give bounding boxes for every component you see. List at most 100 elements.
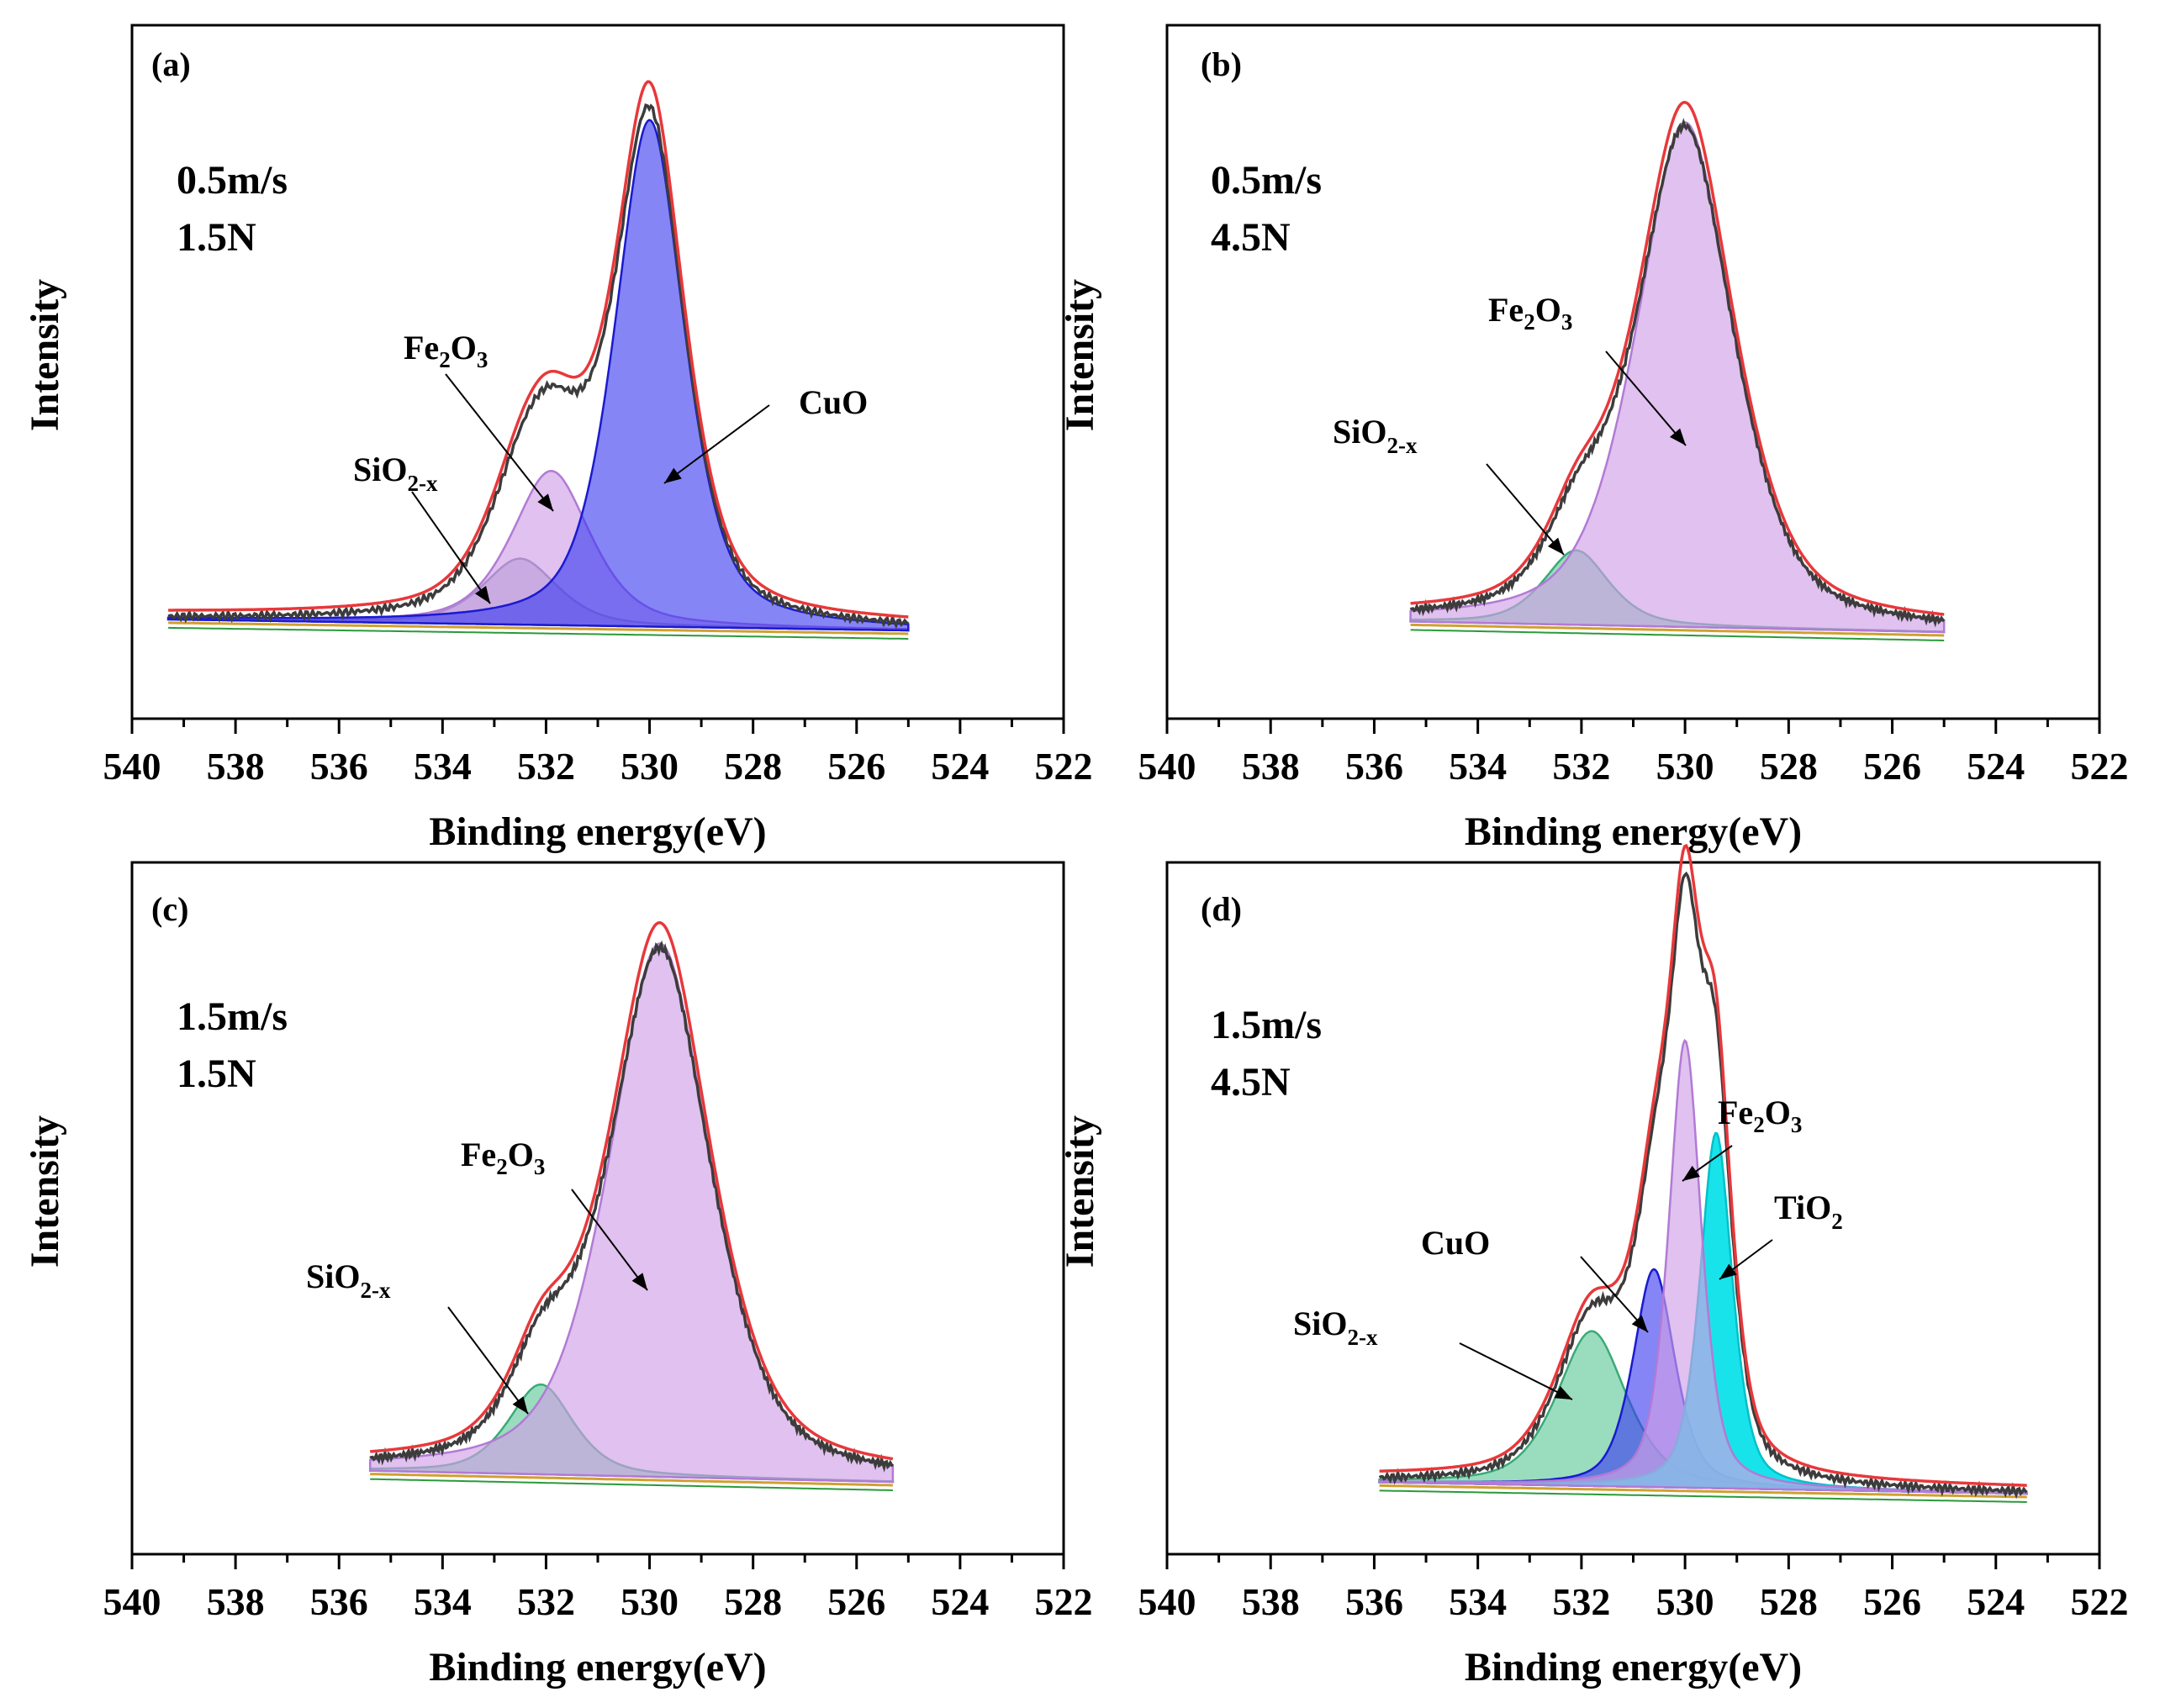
- annotation-fe2o3: Fe2O3: [461, 1136, 545, 1179]
- x-tick-label: 534: [414, 1580, 472, 1623]
- residual-line: [168, 626, 909, 640]
- load-label: 1.5N: [177, 1052, 256, 1096]
- speed-label: 1.5m/s: [177, 994, 288, 1039]
- annotation-arrow: [1486, 463, 1565, 556]
- annotation-arrow: [1580, 1256, 1649, 1333]
- raw-spectrum-line: [369, 940, 895, 1473]
- annotation-arrowhead: [1631, 1315, 1648, 1332]
- background-line: [1410, 623, 1945, 637]
- annotation-sio2-x: SiO2-x: [306, 1257, 391, 1303]
- annotation-arrow: [411, 491, 491, 604]
- x-axis-title: Binding energy(eV): [429, 1645, 766, 1690]
- x-tick-label: 526: [827, 745, 885, 788]
- annotation-arrowhead: [631, 1273, 647, 1290]
- panel-label: (c): [151, 890, 188, 928]
- annotation-arrow: [447, 1306, 529, 1415]
- annotation-arrowhead: [1554, 1385, 1572, 1400]
- annotation-sio2-x: SiO2-x: [1293, 1305, 1378, 1350]
- x-tick-label: 522: [1035, 745, 1093, 788]
- panel-label: (d): [1201, 890, 1242, 928]
- x-tick-label: 538: [1242, 1580, 1300, 1623]
- annotation-arrowhead: [1719, 1263, 1737, 1279]
- annotation-fe2o3: Fe2O3: [404, 329, 488, 372]
- speed-label: 0.5m/s: [1211, 158, 1322, 203]
- raw-spectrum-line: [1378, 871, 2028, 1500]
- annotation-arrowhead: [512, 1396, 528, 1414]
- annotation-fe2o3: Fe2O3: [1718, 1094, 1802, 1137]
- annotation-arrowhead: [474, 586, 490, 604]
- x-tick-label: 522: [2071, 1580, 2129, 1623]
- panel-b: 540 538 536 534 532 530 528 526 524 522 Binding en…: [1058, 24, 2129, 854]
- annotation-sio2-x: SiO2-x: [353, 451, 438, 496]
- fit-envelope-line: [168, 80, 909, 619]
- background-line: [1379, 1484, 2027, 1499]
- x-tick-label: 536: [1345, 1580, 1403, 1623]
- x-tick-label: 534: [414, 745, 472, 788]
- annotation-fe2o3: Fe2O3: [1488, 291, 1572, 335]
- component-peak-fe2o3: [1409, 121, 1946, 634]
- fit-envelope-line: [1379, 843, 2027, 1487]
- background-line: [168, 621, 909, 635]
- annotation-sio2-x: SiO2-x: [1333, 413, 1418, 458]
- x-tick-label: 532: [1552, 1580, 1610, 1623]
- x-tick-label: 526: [1863, 1580, 1921, 1623]
- residual-line: [1379, 1489, 2027, 1503]
- residual-line: [370, 1478, 893, 1491]
- x-tick-label: 538: [207, 745, 265, 788]
- annotation-arrowhead: [664, 467, 682, 483]
- x-tick-label: 528: [724, 1580, 782, 1623]
- x-tick-label: 540: [103, 745, 161, 788]
- x-tick-label: 524: [931, 745, 989, 788]
- x-axis: 540 538 536 534 532 530 528 526 524 522: [103, 719, 1093, 788]
- x-tick-label: 528: [1760, 1580, 1818, 1623]
- annotation-cuo: CuO: [799, 383, 868, 421]
- x-tick-label: 524: [931, 1580, 989, 1623]
- x-tick-label: 534: [1449, 1580, 1507, 1623]
- panel-label: (b): [1201, 45, 1242, 83]
- annotation-arrow: [445, 373, 554, 512]
- x-axis: 540 538 536 534 532 530 528 526 524 522: [1138, 719, 2129, 788]
- x-tick-label: 536: [1345, 745, 1403, 788]
- x-tick-label: 532: [517, 745, 575, 788]
- raw-spectrum-line: [167, 103, 910, 630]
- x-tick-label: 538: [207, 1580, 265, 1623]
- x-tick-label: 538: [1242, 745, 1300, 788]
- x-axis: 540 538 536 534 532 530 528 526 524 522: [1138, 1554, 2129, 1623]
- y-axis-title: Intensity: [1058, 279, 1102, 431]
- annotation-arrow: [1459, 1342, 1573, 1400]
- speed-label: 1.5m/s: [1211, 1003, 1322, 1047]
- raw-spectrum-line: [1409, 118, 1946, 628]
- x-tick-label: 530: [1656, 1580, 1714, 1623]
- x-tick-label: 522: [1035, 1580, 1093, 1623]
- annotation-arrow: [571, 1189, 648, 1291]
- x-tick-label: 532: [517, 1580, 575, 1623]
- component-peak-fe2o3: [368, 942, 895, 1484]
- panel-c: 540 538 536 534 532 530 528 526 524 522 Binding en…: [23, 861, 1093, 1690]
- x-tick-label: 536: [310, 1580, 368, 1623]
- annotation-arrow: [1605, 351, 1687, 446]
- x-tick-label: 522: [2071, 745, 2129, 788]
- x-tick-label: 524: [1967, 1580, 2025, 1623]
- load-label: 4.5N: [1211, 1060, 1291, 1104]
- speed-label: 0.5m/s: [177, 158, 288, 203]
- x-tick-label: 528: [724, 745, 782, 788]
- x-tick-label: 530: [1656, 745, 1714, 788]
- component-peak-fe2o3: [1378, 1038, 2028, 1495]
- annotation-arrowhead: [537, 493, 553, 511]
- y-axis-title: Intensity: [1058, 1115, 1102, 1268]
- x-tick-label: 528: [1760, 745, 1818, 788]
- y-axis-title: Intensity: [23, 1115, 67, 1268]
- x-tick-label: 530: [621, 745, 679, 788]
- x-axis-title: Binding energy(eV): [1465, 809, 1802, 854]
- panel-d: 540 538 536 534 532 530 528 526 524 522 Binding en…: [1058, 843, 2129, 1690]
- x-axis: 540 538 536 534 532 530 528 526 524 522: [103, 1554, 1093, 1623]
- load-label: 1.5N: [177, 215, 256, 260]
- annotation-cuo: CuO: [1421, 1224, 1490, 1262]
- x-tick-label: 540: [1138, 1580, 1196, 1623]
- background-line: [370, 1473, 893, 1487]
- annotation-arrowhead: [1669, 428, 1686, 445]
- panel-label: (a): [151, 45, 191, 83]
- x-tick-label: 540: [103, 1580, 161, 1623]
- x-tick-label: 532: [1552, 745, 1610, 788]
- load-label: 4.5N: [1211, 215, 1291, 260]
